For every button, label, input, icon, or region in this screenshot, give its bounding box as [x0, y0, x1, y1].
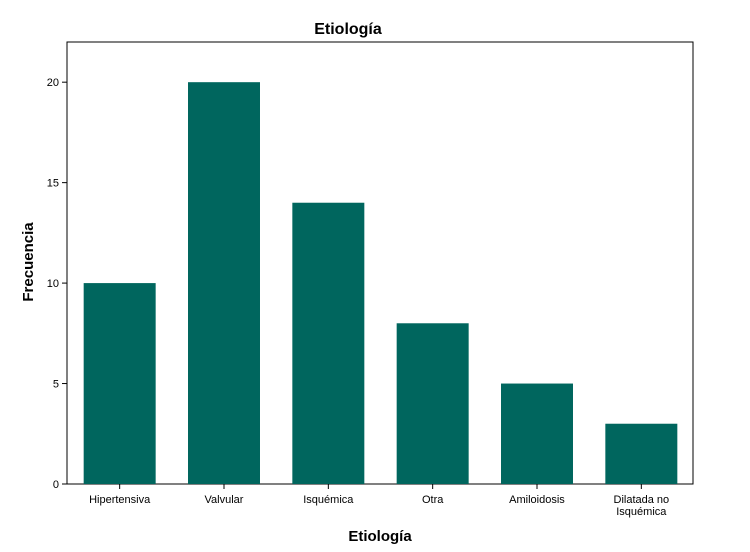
bar — [605, 423, 678, 484]
x-axis-title: Etiología — [348, 528, 412, 545]
x-tick-label: Hipertensiva — [89, 494, 151, 506]
bar — [396, 323, 469, 484]
bar — [83, 283, 156, 484]
x-tick-label: Dilatada no Isquémica — [614, 494, 670, 518]
plot-frame — [66, 41, 694, 485]
y-tick-label: 5 — [53, 379, 59, 391]
chart-title: Etiología — [314, 21, 382, 38]
y-axis-title: Frecuencia — [20, 222, 37, 302]
y-axis: 0 5 10 15 20 — [47, 77, 67, 491]
bar-series — [83, 82, 678, 484]
x-tick-label: Valvular — [205, 494, 244, 506]
x-tick-label: Isquémica — [303, 494, 354, 506]
y-tick-label: 0 — [53, 479, 59, 491]
bar — [501, 383, 573, 484]
x-tick-label: Otra — [422, 494, 444, 506]
y-tick-label: 10 — [47, 278, 59, 290]
x-axis: Hipertensiva Valvular Isquémica Otra Amiloid… — [89, 484, 669, 518]
bar — [188, 82, 260, 484]
x-tick-label: Amiloidosis — [509, 494, 565, 506]
y-tick-label: 20 — [47, 77, 59, 89]
y-tick-label: 15 — [47, 178, 59, 190]
bar — [292, 202, 365, 484]
